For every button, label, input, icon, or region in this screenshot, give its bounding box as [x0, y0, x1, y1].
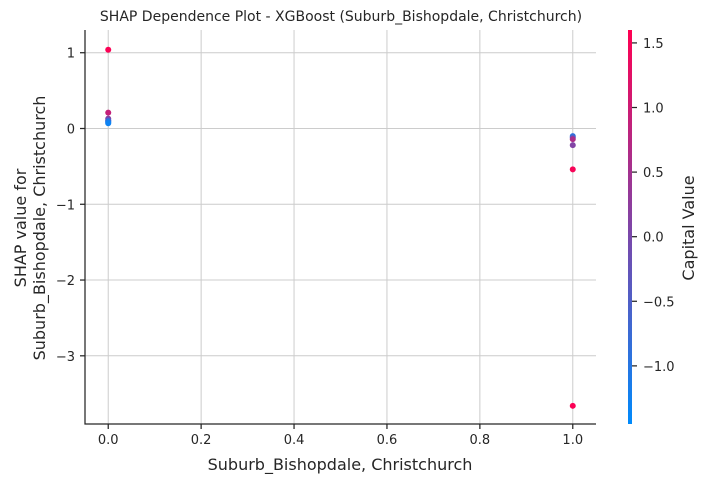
colorbar-tick-label: −0.5	[643, 295, 675, 310]
data-point	[569, 402, 576, 409]
x-tick-label: 0.2	[191, 433, 212, 448]
y-axis-label-line-2: Suburb_Bishopdale, Christchurch	[30, 96, 50, 361]
y-tick-label: −2	[56, 274, 75, 289]
x-axis-label: Suburb_Bishopdale, Christchurch	[208, 455, 473, 475]
axes-spines	[84, 30, 596, 425]
data-point	[105, 109, 112, 116]
gridlines	[85, 30, 596, 424]
chart-title: SHAP Dependence Plot - XGBoost (Suburb_B…	[100, 9, 582, 25]
colorbar-ticks: 1.5 1.0 0.5 0.0 −0.5 −1.0	[632, 37, 675, 375]
data-point	[105, 120, 112, 127]
data-point	[105, 46, 112, 53]
x-tick-label: 0.6	[377, 433, 398, 448]
data-points	[105, 46, 576, 409]
data-point	[569, 166, 576, 173]
colorbar-tick-label: 0.0	[643, 231, 664, 246]
colorbar-tick-label: 1.0	[643, 102, 664, 117]
x-tick-label: 0.8	[470, 433, 491, 448]
colorbar-tick-label: 0.5	[643, 166, 664, 181]
colorbar-tick-label: 1.5	[643, 37, 664, 52]
colorbar	[628, 30, 632, 424]
x-tick-label: 0.4	[284, 433, 305, 448]
y-tick-label: −3	[56, 350, 75, 365]
data-point	[569, 136, 576, 143]
y-axis-ticks: 1 0 −1 −2 −3	[56, 47, 85, 365]
x-tick-label: 0.0	[98, 433, 119, 448]
data-point	[569, 142, 576, 149]
y-axis-label: SHAP value for Suburb_Bishopdale, Christ…	[11, 96, 50, 361]
colorbar-label: Capital Value	[679, 175, 698, 280]
colorbar-tick-label: −1.0	[643, 360, 675, 375]
y-tick-label: −1	[56, 198, 75, 213]
y-axis-label-line-1: SHAP value for	[11, 168, 30, 287]
x-axis-ticks: 0.0 0.2 0.4 0.6 0.8 1.0	[98, 424, 583, 448]
y-tick-label: 0	[67, 123, 75, 138]
y-tick-label: 1	[67, 47, 75, 62]
x-tick-label: 1.0	[562, 433, 583, 448]
